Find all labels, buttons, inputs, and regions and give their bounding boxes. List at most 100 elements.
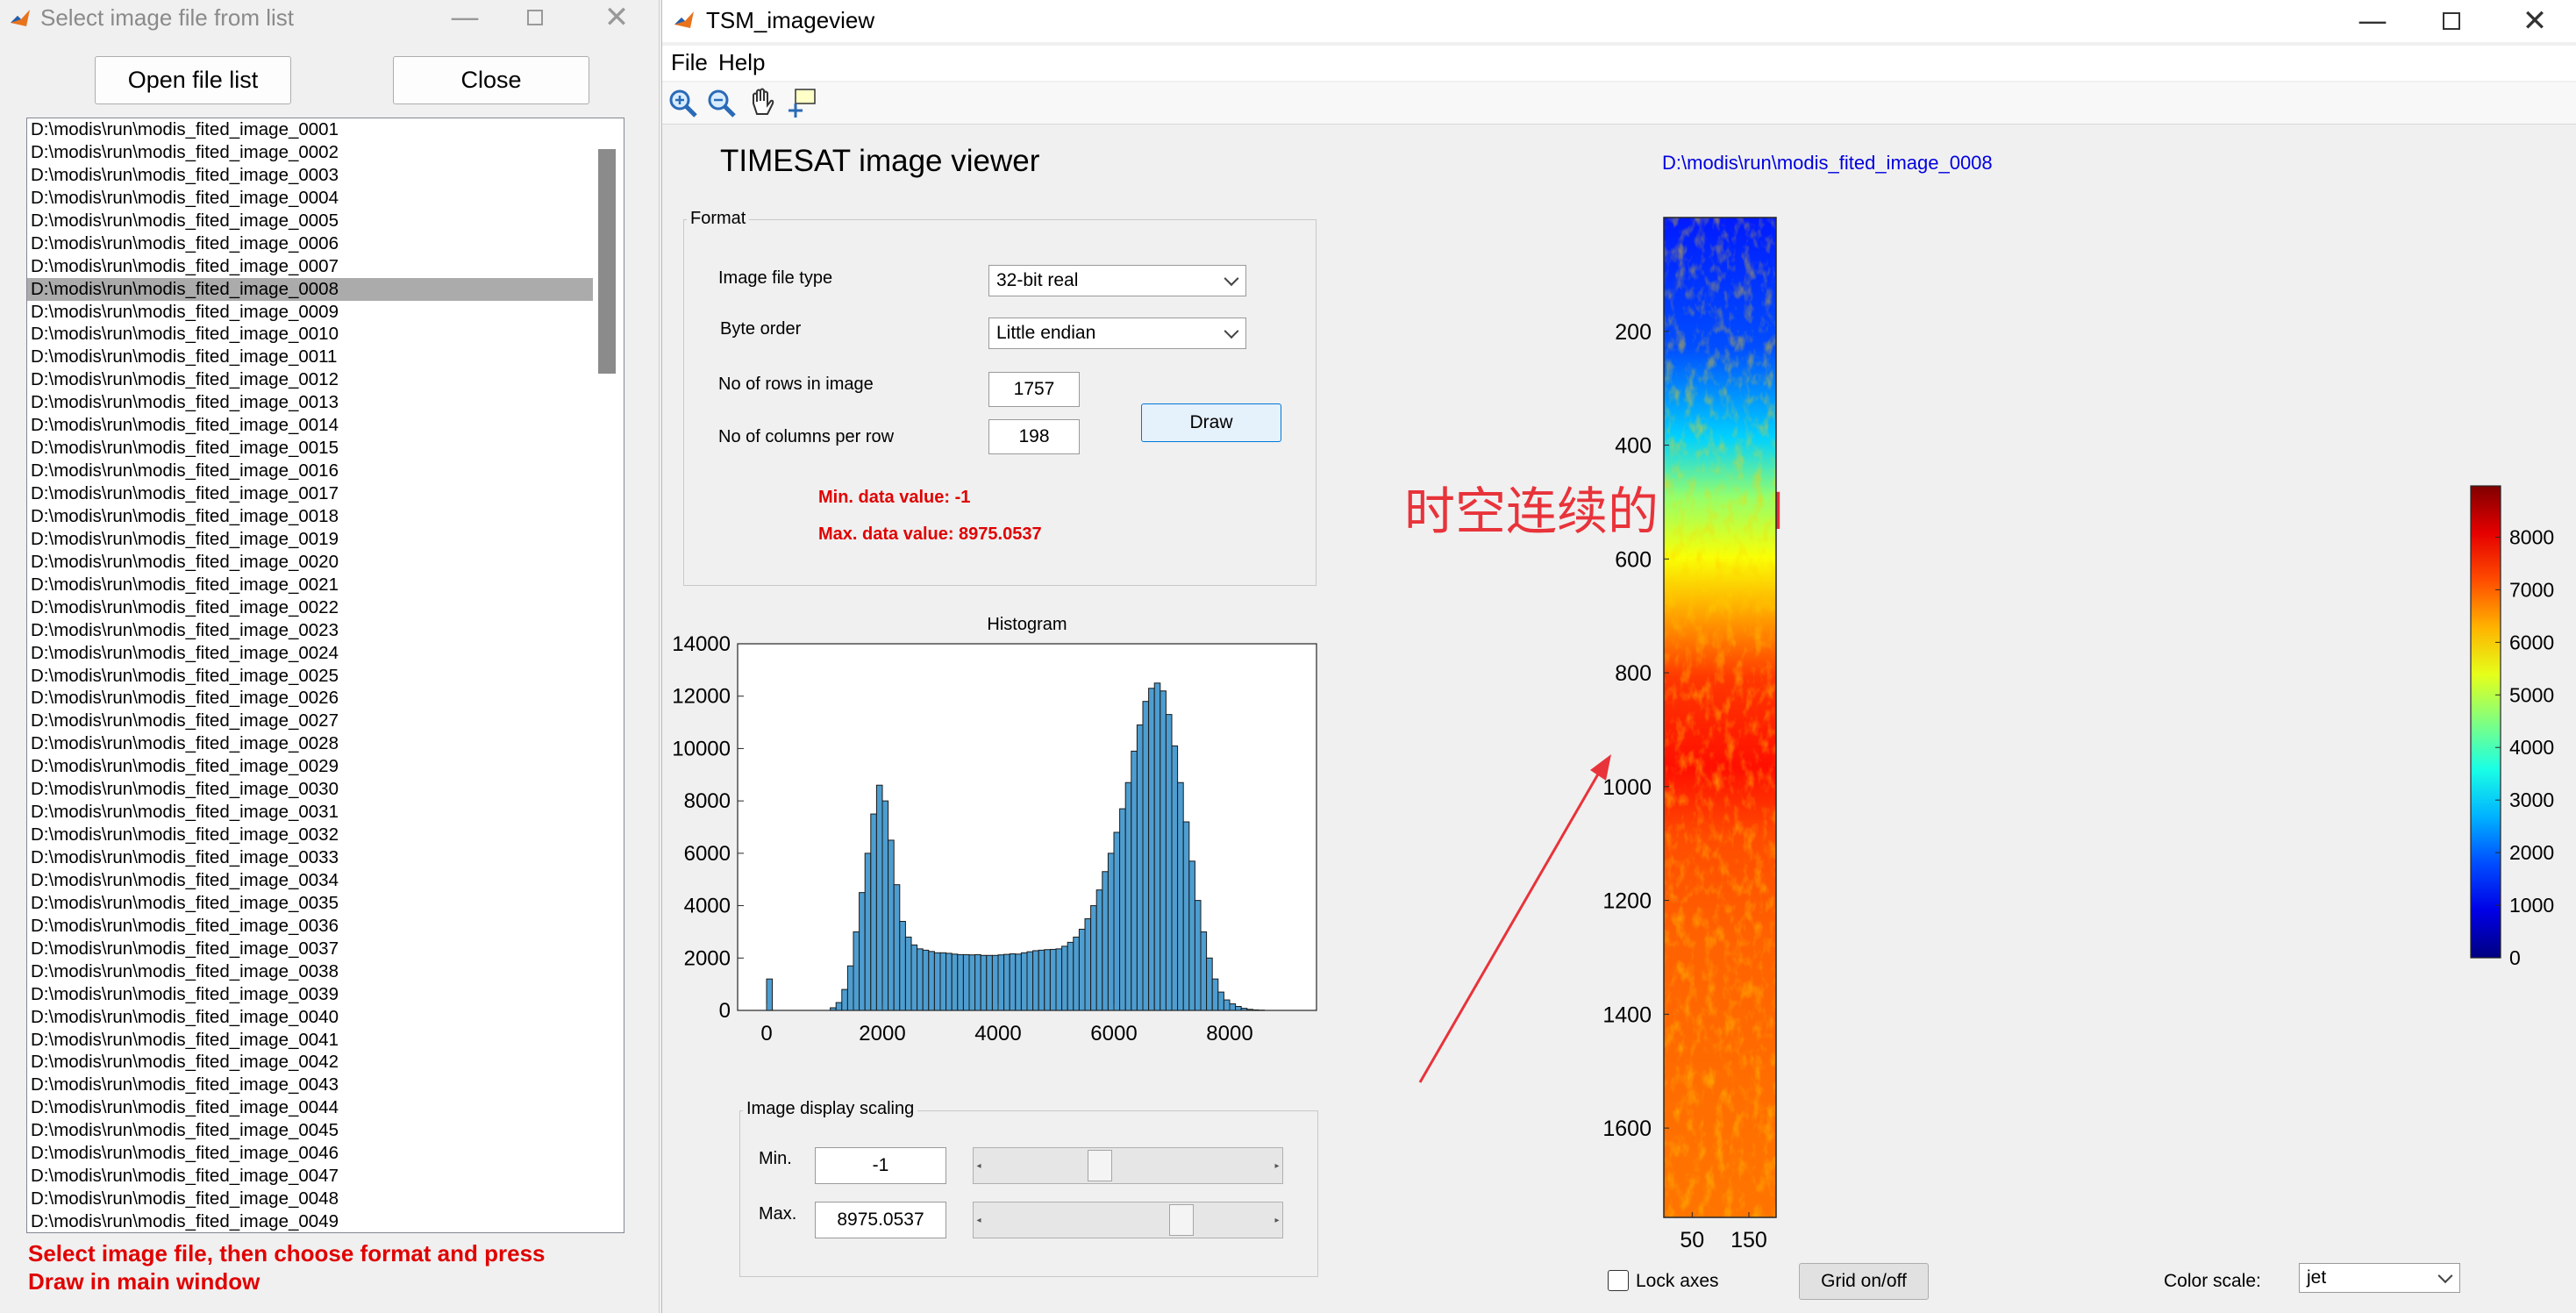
file-list-item[interactable]: D:\modis\run\modis_fited_image_0014 [31, 415, 339, 436]
y-tick-label: 600 [1615, 547, 1652, 572]
file-list-item[interactable]: D:\modis\run\modis_fited_image_0047 [31, 1166, 339, 1187]
menu-file[interactable]: File [671, 49, 708, 75]
histogram-bar [951, 953, 959, 1011]
slider-left-arrow-icon[interactable]: ◂ [976, 1215, 981, 1225]
file-list-item[interactable]: D:\modis\run\modis_fited_image_0039 [31, 983, 339, 1004]
file-list-item[interactable]: D:\modis\run\modis_fited_image_0010 [31, 324, 339, 345]
min-data-value-text: Min. data value: -1 [818, 488, 971, 507]
scaling-min-input[interactable]: -1 [815, 1147, 946, 1184]
file-list-item[interactable]: D:\modis\run\modis_fited_image_0006 [31, 232, 339, 253]
slider-left-arrow-icon[interactable]: ◂ [976, 1160, 981, 1171]
histogram-bar [853, 931, 860, 1011]
grid-on-off-button[interactable]: Grid on/off [1799, 1263, 1929, 1300]
slider-right-arrow-icon[interactable]: ▸ [1274, 1160, 1280, 1171]
histogram-bar [1240, 1008, 1248, 1011]
byte-order-select[interactable]: Little endian [988, 318, 1246, 349]
file-list-item[interactable]: D:\modis\run\modis_fited_image_0015 [31, 438, 339, 459]
file-list-item[interactable]: D:\modis\run\modis_fited_image_0005 [31, 210, 339, 231]
file-list-item[interactable]: D:\modis\run\modis_fited_image_0004 [31, 187, 339, 208]
file-list-item[interactable]: D:\modis\run\modis_fited_image_0003 [31, 164, 339, 185]
draw-button[interactable]: Draw [1141, 403, 1281, 442]
x-tick-label: 50 [1680, 1228, 1704, 1252]
file-list-item[interactable]: D:\modis\run\modis_fited_image_0011 [31, 346, 338, 367]
close-icon[interactable]: ✕ [603, 0, 630, 35]
file-list-item[interactable]: D:\modis\run\modis_fited_image_0026 [31, 688, 339, 709]
main-window-title: TSM_imageview [706, 7, 875, 33]
lock-axes-label: Lock axes [1636, 1271, 1719, 1291]
file-list-item[interactable]: D:\modis\run\modis_fited_image_0021 [31, 574, 339, 595]
file-list-item[interactable]: D:\modis\run\modis_fited_image_0032 [31, 824, 339, 846]
file-list-item[interactable]: D:\modis\run\modis_fited_image_0002 [31, 141, 339, 162]
file-list-item[interactable]: D:\modis\run\modis_fited_image_0031 [31, 802, 339, 823]
file-list-item[interactable]: D:\modis\run\modis_fited_image_0001 [31, 119, 339, 139]
rows-input[interactable]: 1757 [988, 372, 1080, 407]
file-list-item[interactable]: D:\modis\run\modis_fited_image_0036 [31, 915, 339, 936]
file-list-item[interactable]: D:\modis\run\modis_fited_image_0013 [31, 392, 339, 413]
maximize-icon[interactable] [2425, 2, 2478, 40]
minimize-icon[interactable]: — [450, 0, 480, 35]
file-list-item[interactable]: D:\modis\run\modis_fited_image_0017 [31, 483, 339, 503]
data-cursor-icon[interactable] [787, 86, 820, 119]
image-file-type-select[interactable]: 32-bit real [988, 265, 1246, 296]
file-list-item[interactable]: D:\modis\run\modis_fited_image_0033 [31, 847, 339, 867]
file-list-item[interactable]: D:\modis\run\modis_fited_image_0008 [27, 277, 593, 301]
open-file-list-button[interactable]: Open file list [95, 56, 291, 104]
file-list-item[interactable]: D:\modis\run\modis_fited_image_0019 [31, 528, 339, 549]
file-list-item[interactable]: D:\modis\run\modis_fited_image_0034 [31, 869, 339, 890]
file-list-item[interactable]: D:\modis\run\modis_fited_image_0037 [31, 938, 339, 959]
slider-right-arrow-icon[interactable]: ▸ [1274, 1215, 1280, 1225]
file-list-item[interactable]: D:\modis\run\modis_fited_image_0022 [31, 596, 339, 617]
file-list-item[interactable]: D:\modis\run\modis_fited_image_0016 [31, 460, 339, 482]
histogram-bar [1095, 889, 1103, 1011]
slider-thumb[interactable] [1169, 1204, 1195, 1236]
file-list-item[interactable]: D:\modis\run\modis_fited_image_0038 [31, 960, 339, 981]
file-list-item[interactable]: D:\modis\run\modis_fited_image_0020 [31, 551, 339, 572]
file-list-item[interactable]: D:\modis\run\modis_fited_image_0009 [31, 301, 339, 322]
scaling-min-slider[interactable]: ◂ ▸ [973, 1147, 1283, 1184]
menu-help[interactable]: Help [718, 49, 766, 75]
file-list-item[interactable]: D:\modis\run\modis_fited_image_0024 [31, 642, 339, 663]
file-list-item[interactable]: D:\modis\run\modis_fited_image_0007 [31, 255, 339, 276]
histogram-bar [881, 800, 889, 1011]
file-list-item[interactable]: D:\modis\run\modis_fited_image_0027 [31, 710, 339, 731]
scaling-max-input[interactable]: 8975.0537 [815, 1202, 946, 1238]
slider-thumb[interactable] [1087, 1150, 1112, 1181]
histogram-bar [1055, 948, 1063, 1011]
file-list-item[interactable]: D:\modis\run\modis_fited_image_0043 [31, 1074, 339, 1095]
lock-axes-checkbox[interactable] [1608, 1270, 1629, 1291]
histogram-bar [1136, 724, 1144, 1011]
file-list-item[interactable]: D:\modis\run\modis_fited_image_0028 [31, 733, 339, 754]
file-list-scrollbar[interactable] [598, 149, 616, 374]
zoom-in-icon[interactable] [667, 88, 699, 119]
file-list-item[interactable]: D:\modis\run\modis_fited_image_0018 [31, 505, 339, 526]
file-list-item[interactable]: D:\modis\run\modis_fited_image_0048 [31, 1188, 339, 1210]
histogram-title: Histogram [987, 615, 1067, 634]
file-list-item[interactable]: D:\modis\run\modis_fited_image_0029 [31, 756, 339, 777]
file-list-item[interactable]: D:\modis\run\modis_fited_image_0045 [31, 1120, 339, 1141]
zoom-out-icon[interactable] [706, 88, 738, 119]
file-list-item[interactable]: D:\modis\run\modis_fited_image_0030 [31, 779, 339, 800]
file-list-item[interactable]: D:\modis\run\modis_fited_image_0035 [31, 892, 339, 913]
maximize-icon[interactable] [509, 0, 561, 35]
file-list-item[interactable]: D:\modis\run\modis_fited_image_0023 [31, 619, 339, 640]
file-list-item[interactable]: D:\modis\run\modis_fited_image_0044 [31, 1097, 339, 1118]
file-list-item[interactable]: D:\modis\run\modis_fited_image_0046 [31, 1143, 339, 1164]
scaling-max-slider[interactable]: ◂ ▸ [973, 1202, 1283, 1238]
file-list[interactable]: D:\modis\run\modis_fited_image_0001 D:\mo… [26, 118, 624, 1233]
histogram-bar [864, 853, 872, 1011]
histogram-bar [1026, 951, 1034, 1011]
pan-hand-icon[interactable] [746, 86, 780, 119]
histogram-bar [1073, 936, 1080, 1011]
color-scale-select[interactable]: jet [2299, 1263, 2460, 1293]
file-list-item[interactable]: D:\modis\run\modis_fited_image_0042 [31, 1052, 339, 1073]
file-list-item[interactable]: D:\modis\run\modis_fited_image_0049 [31, 1211, 339, 1231]
file-list-item[interactable]: D:\modis\run\modis_fited_image_0012 [31, 369, 339, 390]
cols-input[interactable]: 198 [988, 419, 1080, 454]
close-button[interactable]: Close [393, 56, 589, 104]
minimize-icon[interactable]: — [2358, 4, 2387, 39]
close-icon[interactable]: ✕ [2522, 4, 2548, 39]
file-list-item[interactable]: D:\modis\run\modis_fited_image_0040 [31, 1006, 339, 1027]
file-list-item[interactable]: D:\modis\run\modis_fited_image_0041 [31, 1029, 339, 1050]
main-title-bar: TSM_imageview — ✕ [662, 0, 2576, 42]
file-list-item[interactable]: D:\modis\run\modis_fited_image_0025 [31, 665, 339, 686]
